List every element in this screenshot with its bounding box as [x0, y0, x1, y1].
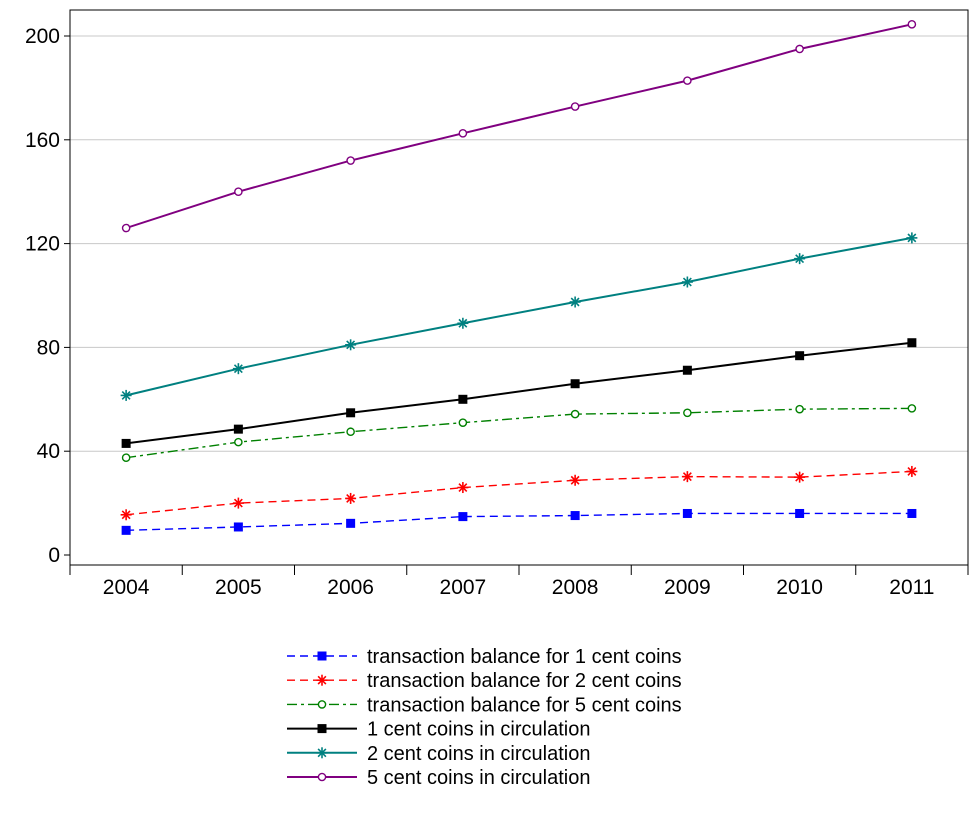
series-line — [125, 341, 912, 445]
data-point — [457, 482, 469, 494]
legend-marker — [316, 674, 328, 686]
x-tick-label: 2011 — [889, 576, 934, 599]
legend-label: 2 cent coins in circulation — [367, 743, 590, 765]
data-point — [232, 363, 244, 375]
legend-label: transaction balance for 5 cent coins — [367, 694, 682, 716]
data-point — [120, 509, 132, 521]
data-point — [907, 508, 917, 518]
legend-item: transaction balance for 5 cent coins — [287, 694, 682, 716]
data-point — [682, 365, 692, 375]
series-2 — [120, 465, 918, 521]
data-point — [794, 471, 806, 483]
data-point — [234, 437, 243, 447]
y-tick-label: 0 — [48, 544, 60, 567]
data-point — [346, 427, 355, 437]
legend-item: transaction balance for 2 cent coins — [287, 670, 682, 692]
legend: transaction balance for 1 cent coinstran… — [287, 646, 682, 789]
legend-label: transaction balance for 1 cent coins — [367, 646, 682, 668]
y-tick-label: 200 — [25, 25, 60, 48]
legend-marker — [317, 651, 327, 661]
series-line — [126, 407, 912, 459]
data-point — [234, 187, 243, 196]
data-point — [345, 492, 357, 504]
x-tick-label: 2009 — [664, 576, 711, 599]
data-point — [346, 156, 355, 165]
legend-label: transaction balance for 2 cent coins — [367, 670, 682, 692]
x-tick-label: 2010 — [776, 576, 823, 599]
data-point — [458, 512, 468, 522]
legend-marker — [317, 772, 327, 782]
legend-label: 1 cent coins in circulation — [367, 719, 590, 741]
data-point — [232, 497, 244, 509]
data-point — [458, 129, 468, 138]
y-tick-label: 160 — [25, 129, 60, 152]
data-point — [906, 465, 918, 477]
data-point — [682, 508, 692, 518]
legend-item: transaction balance for 1 cent coins — [287, 646, 682, 668]
data-point — [683, 408, 692, 418]
series-5 — [120, 232, 918, 401]
data-point — [346, 408, 356, 418]
data-point — [233, 522, 243, 532]
data-point — [120, 389, 132, 401]
y-tick-label: 80 — [37, 336, 60, 359]
data-point — [570, 409, 580, 419]
legend-marker — [317, 700, 327, 709]
series-group — [120, 20, 918, 535]
data-point — [683, 76, 692, 85]
data-point — [794, 253, 806, 265]
x-tick-label: 2006 — [327, 576, 374, 599]
data-point — [570, 379, 580, 389]
x-tick-label: 2004 — [103, 576, 150, 599]
data-point — [570, 102, 580, 111]
axes: 0 40 80 120 160 200 2004 2005 2006 2007 2008 2009 20… — [25, 25, 969, 599]
data-point — [906, 232, 918, 244]
data-point — [795, 508, 805, 518]
data-point — [681, 276, 693, 288]
data-point — [233, 424, 243, 434]
data-point — [907, 338, 917, 348]
data-point — [345, 339, 357, 351]
data-point — [569, 474, 581, 486]
y-tick-label: 120 — [25, 233, 60, 256]
series-line — [125, 236, 913, 397]
series-line — [126, 512, 912, 532]
gridlines — [70, 35, 968, 452]
y-tick-label: 40 — [37, 440, 60, 463]
legend-label: 5 cent coins in circulation — [367, 767, 590, 789]
data-point — [121, 525, 131, 535]
series-4 — [121, 338, 917, 448]
series-3 — [121, 404, 917, 462]
data-point — [569, 296, 581, 308]
legend-item: 2 cent coins in circulation — [287, 743, 590, 765]
x-tick-label: 2007 — [440, 576, 487, 599]
data-point — [458, 418, 468, 427]
data-point — [681, 471, 693, 483]
data-point — [795, 351, 805, 361]
data-point — [346, 518, 356, 528]
data-point — [457, 317, 469, 329]
series-line — [126, 470, 912, 516]
legend-item: 5 cent coins in circulation — [287, 767, 590, 789]
series-line — [125, 23, 913, 229]
x-tick-label: 2008 — [552, 576, 599, 599]
x-tick-label: 2005 — [215, 576, 262, 599]
data-point — [121, 438, 131, 448]
data-point — [795, 44, 804, 54]
data-point — [795, 404, 804, 414]
data-point — [458, 394, 468, 404]
data-point — [907, 20, 917, 29]
data-point — [121, 223, 131, 233]
legend-marker — [317, 724, 327, 734]
series-1 — [121, 508, 917, 535]
data-point — [121, 453, 131, 462]
legend-marker — [316, 747, 328, 759]
data-point — [570, 511, 580, 521]
series-6 — [121, 20, 917, 233]
plot-frame — [69, 9, 969, 566]
data-point — [907, 404, 917, 413]
legend-item: 1 cent coins in circulation — [287, 719, 590, 741]
